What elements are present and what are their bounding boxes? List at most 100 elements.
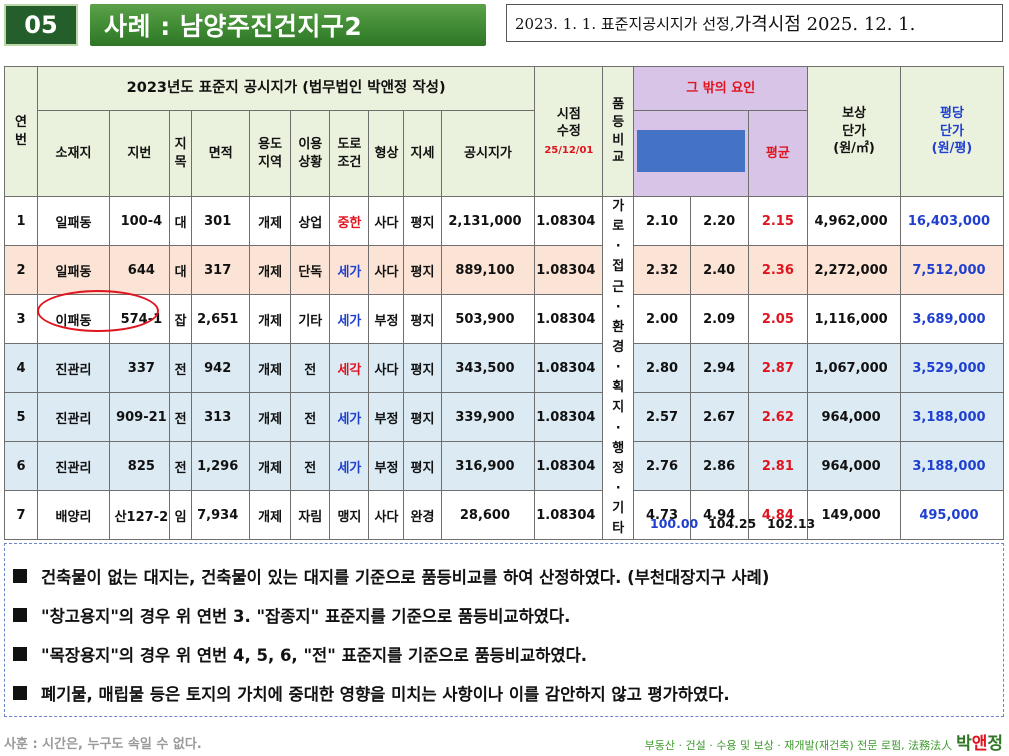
zone-cell: 개제 xyxy=(249,245,292,296)
factor-char: 정 xyxy=(612,460,625,476)
comp-price-cell: 2,272,000 xyxy=(807,245,901,296)
zone-cell: 개제 xyxy=(249,294,292,345)
bullet-square-icon xyxy=(13,685,27,700)
notes-box: 건축물이 없는 대지는, 건축물이 있는 대지를 기준으로 품등비교를 하여 산… xyxy=(4,543,1004,717)
jimok-text: 지 목 xyxy=(174,136,187,170)
terrain-cell: 완경 xyxy=(403,490,442,541)
slide-header: 05 사례 : 남양주진건지구2 2023. 1. 1. 표준지공시지가 선정,… xyxy=(0,0,1009,50)
slide-subtitle: 2023. 1. 1. 표준지공시지가 선정, 가격시점 2025. 12. 1… xyxy=(506,4,1003,42)
location-cell: 일패동 xyxy=(36,245,111,296)
bullet-square-icon xyxy=(13,607,27,622)
location-cell: 진관리 xyxy=(36,441,111,492)
subtitle-valuation-date: 가격시점 2025. 12. 1. xyxy=(734,14,916,35)
factor-2-cell: 2.86 xyxy=(689,441,749,492)
road-cell: 세가 xyxy=(329,441,370,492)
col-header-pyeong-price: 평당 단가 (원/평) xyxy=(899,66,1005,197)
pyeong-price-cell: 3,529,000 xyxy=(899,343,1005,394)
use-cell: 전 xyxy=(290,392,331,443)
time-adjust-cell: 1.08304 xyxy=(534,392,604,443)
factor-char: 기 xyxy=(612,501,625,517)
terrain-cell: 평지 xyxy=(403,245,442,296)
firm-brand: 박앤정 xyxy=(956,729,1003,754)
pyeong-price-cell: 495,000 xyxy=(899,490,1005,541)
use-text: 이용 상황 xyxy=(298,136,323,170)
table-row: 4 진관리 337 전 942 개제 전 세각 사다 평지 343,500 1.08304 2.80 2.… xyxy=(4,343,1005,394)
factor-description-cell: 가 로 · 접 근 · 환 경 · 획 지 · 행 정 · 기 타 xyxy=(602,195,635,541)
area-cell: 7,934 xyxy=(191,490,251,541)
road-text: 도로 조건 xyxy=(337,136,362,170)
col-header-shape: 형상 xyxy=(368,110,405,197)
factor-1-cell: 2.76 xyxy=(633,441,691,492)
comp-price-cell: 149,000 xyxy=(807,490,901,541)
bullet-square-icon xyxy=(13,646,27,661)
avg-cell: 4.84 xyxy=(747,490,809,541)
table-row: 2 일패동 644 대 317 개제 단독 세가 사다 평지 889,100 1.08304 2.32 2… xyxy=(4,245,1005,296)
slide-number: 05 xyxy=(4,4,78,46)
col-header-road: 도로 조건 xyxy=(329,110,370,197)
avg-cell: 2.87 xyxy=(747,343,809,394)
brand-part-3: 정 xyxy=(987,734,1003,754)
location-cell: 진관리 xyxy=(36,392,111,443)
lot-cell: 100-4 xyxy=(109,195,170,247)
table-row: 6 진관리 825 전 1,296 개제 전 세가 부정 평지 316,900 1.08304 2.76… xyxy=(4,441,1005,492)
avg-cell: 2.81 xyxy=(747,441,809,492)
note-item: 폐기물, 매립물 등은 토지의 가치에 중대한 영향을 미치는 사항이나 이를 … xyxy=(13,673,995,712)
price-cell: 889,100 xyxy=(440,245,536,296)
col-header-no: 연 번 xyxy=(4,66,38,197)
pyeong-price-cell: 16,403,000 xyxy=(899,195,1005,247)
note-text: 건축물이 없는 대지는, 건축물이 있는 대지를 기준으로 품등비교를 하여 산… xyxy=(41,567,770,587)
factor-char: 환 xyxy=(612,319,625,335)
col-header-avg: 평균 xyxy=(747,110,809,197)
comp-price-cell: 964,000 xyxy=(807,392,901,443)
slide-title: 사례 : 남양주진건지구2 xyxy=(90,4,486,46)
time-adjust-cell: 1.08304 xyxy=(534,245,604,296)
jimok-cell: 임 xyxy=(168,490,193,541)
shape-cell: 사다 xyxy=(368,245,405,296)
shape-cell: 부정 xyxy=(368,294,405,345)
area-cell: 317 xyxy=(191,245,251,296)
use-cell: 전 xyxy=(290,343,331,394)
note-text: 폐기물, 매립물 등은 토지의 가치에 중대한 영향을 미치는 사항이나 이를 … xyxy=(41,684,730,704)
time-adjust-cell: 1.08304 xyxy=(534,441,604,492)
road-cell: 세가 xyxy=(329,294,370,345)
avg-cell: 2.05 xyxy=(747,294,809,345)
factor-1-cell: 2.57 xyxy=(633,392,691,443)
footer-firm: 부동산 · 건설 · 수용 및 보상 · 재개발(재건축) 전문 로펌, 法務法… xyxy=(645,729,1003,754)
comp-price-cell: 964,000 xyxy=(807,441,901,492)
factor-char: 가 xyxy=(612,199,625,214)
lot-cell: 574-1 xyxy=(109,294,170,345)
factor-char: 획 xyxy=(612,380,625,396)
factor-char: · xyxy=(615,299,621,315)
brand-part-2: 앤 xyxy=(971,734,988,754)
table-group-title: 2023년도 표준지 공시지가 (법무법인 박앤정 작성) xyxy=(36,66,536,111)
avg-cell: 2.62 xyxy=(747,392,809,443)
time-adjust-cell: 1.08304 xyxy=(534,294,604,345)
col-header-time-adjust: 시점 수정 25/12/01 xyxy=(534,66,604,197)
comp-price-text: 보상 단가 (원/㎡) xyxy=(833,106,875,157)
lot-cell: 산127-2 xyxy=(109,490,170,541)
table-row: 1 일패동 100-4 대 301 개제 상업 중한 사다 평지 2,131,000 1.08304 가… xyxy=(4,195,1005,541)
use-cell: 기타 xyxy=(290,294,331,345)
zone-cell: 개제 xyxy=(249,343,292,394)
price-cell: 316,900 xyxy=(440,441,536,492)
col-header-area: 면적 xyxy=(191,110,251,197)
use-cell: 단독 xyxy=(290,245,331,296)
price-cell: 28,600 xyxy=(440,490,536,541)
col-no-text: 연 번 xyxy=(14,114,27,148)
location-cell: 이패동 xyxy=(36,294,111,345)
sum-3: 102.13 xyxy=(767,516,816,531)
pyeong-price-text: 평당 단가 (원/평) xyxy=(931,106,973,157)
note-item: 건축물이 없는 대지는, 건축물이 있는 대지를 기준으로 품등비교를 하여 산… xyxy=(13,556,995,595)
table-row: 7 배양리 산127-2 임 7,934 개제 자림 맹지 사다 완경 28,600 1.08304 4… xyxy=(4,490,1005,541)
zone-cell: 개제 xyxy=(249,195,292,247)
use-cell: 자림 xyxy=(290,490,331,541)
col-header-location: 소재지 xyxy=(36,110,111,197)
factor-2-cell: 2.94 xyxy=(689,343,749,394)
pyeong-price-cell: 3,188,000 xyxy=(899,392,1005,443)
price-cell: 339,900 xyxy=(440,392,536,443)
jimok-cell: 전 xyxy=(168,441,193,492)
no-cell: 2 xyxy=(4,245,38,296)
table-row: 5 진관리 909-21 전 313 개제 전 세가 부정 평지 339,900 1.08304 2.5… xyxy=(4,392,1005,443)
area-cell: 301 xyxy=(191,195,251,247)
col-header-grade: 품 등 비 교 xyxy=(602,66,635,197)
